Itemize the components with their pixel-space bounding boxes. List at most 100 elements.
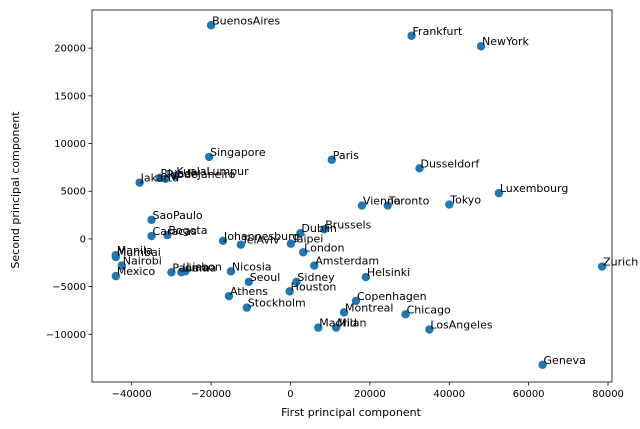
x-tick-label: 60000	[513, 389, 545, 400]
data-point-label: Helsinki	[367, 266, 410, 279]
data-point	[296, 229, 305, 238]
data-point	[161, 174, 170, 184]
data-point	[135, 178, 144, 187]
data-point-label: Amsterdam	[315, 255, 379, 268]
data-point-label: Lima	[182, 261, 209, 274]
y-tick-label: 15000	[54, 91, 86, 102]
data-point-label: London	[304, 241, 344, 254]
data-point-label: Jakarta	[140, 172, 179, 185]
data-point-label: Copenhagen	[357, 290, 427, 303]
data-point	[357, 201, 367, 210]
data-point	[494, 188, 504, 198]
data-point	[597, 262, 607, 271]
data-point	[361, 272, 371, 282]
data-point	[226, 267, 236, 276]
data-point	[314, 323, 323, 332]
y-tick-label: 5000	[61, 187, 86, 198]
y-tick-label: 0	[80, 234, 86, 245]
data-point-label: Vienna	[363, 195, 401, 208]
data-point-label: Nairobi	[123, 255, 162, 268]
x-tick-label: 40000	[433, 389, 465, 400]
data-point-label: Johannesburg	[223, 230, 299, 243]
data-point-label: Manila	[117, 244, 153, 257]
data-point-label: BuenosAires	[212, 14, 280, 27]
data-point-label: Stockholm	[248, 297, 306, 310]
y-tick-label: 10000	[54, 139, 86, 150]
data-point-label: LosAngeles	[430, 319, 492, 332]
data-point-label: Paris	[333, 149, 359, 162]
y-tick-label: −10000	[46, 330, 86, 341]
data-point	[320, 225, 329, 234]
data-point	[242, 303, 252, 312]
data-point	[111, 252, 121, 262]
data-point-label: Nicosia	[232, 260, 272, 273]
data-point-label: Toronto	[388, 195, 430, 208]
data-point-label: Mexico	[117, 265, 156, 278]
data-point-label: Lisbon	[186, 260, 222, 273]
data-point	[204, 152, 214, 162]
data-point	[117, 261, 126, 270]
data-point	[476, 42, 486, 51]
y-axis-ticks: −10000 −5000 0 5000 10000 15000 20000	[46, 44, 92, 341]
data-point	[445, 200, 454, 209]
data-point-label: Taipei	[291, 233, 324, 246]
data-point-label: Sidney	[297, 271, 335, 284]
x-tick-label: −40000	[112, 389, 152, 400]
data-point	[401, 310, 410, 319]
data-point	[236, 240, 246, 249]
x-axis-label: First principal component	[281, 406, 421, 419]
data-point-label: Tokyo	[449, 194, 481, 207]
data-point-label: Dublin	[301, 222, 337, 235]
data-point-label: TelAviv	[241, 234, 280, 247]
data-point	[218, 236, 228, 246]
plot-area	[91, 9, 613, 383]
data-point	[111, 271, 121, 281]
data-point	[339, 308, 349, 317]
data-point	[538, 360, 547, 370]
data-point-labels: BuenosAires Frankfurt NewYork Singapore Pari…	[117, 14, 638, 367]
data-point-label: Dusseldorf	[420, 157, 480, 170]
data-point	[244, 277, 253, 287]
data-point-label: SaoPaulo	[153, 209, 203, 222]
data-point-label: Singapore	[210, 146, 266, 159]
data-point-label: Seoul	[250, 271, 281, 284]
data-points	[111, 21, 607, 370]
data-point	[147, 231, 156, 241]
x-tick-label: 20000	[354, 389, 386, 400]
data-point	[286, 239, 296, 248]
data-point-label: Athens	[230, 285, 268, 298]
x-axis-ticks: −40000 −20000 0 20000 40000 60000 80000	[112, 382, 624, 400]
data-point-label: Riyadh	[160, 167, 198, 180]
y-tick-label: −5000	[52, 282, 86, 293]
data-point	[425, 325, 434, 334]
data-point-label: Frankfurt	[413, 25, 463, 38]
x-tick-label: 0	[287, 389, 293, 400]
data-point-label: Houston	[291, 280, 337, 293]
data-point-label: Panama	[172, 261, 216, 274]
data-point	[383, 201, 392, 210]
data-point-label: Mumbai	[117, 246, 161, 259]
data-point	[331, 323, 341, 332]
data-point	[407, 31, 416, 40]
y-tick-label: 20000	[54, 44, 86, 55]
data-point-label: Luxembourg	[500, 182, 569, 195]
data-point	[163, 230, 172, 240]
data-point	[415, 164, 424, 173]
data-point	[351, 296, 361, 306]
x-tick-label: −20000	[191, 389, 231, 400]
data-point	[181, 267, 190, 276]
data-point-label: NewYork	[482, 35, 530, 48]
data-point	[327, 155, 336, 164]
data-point-label: Brussels	[325, 218, 371, 231]
data-point	[285, 287, 294, 296]
data-point-label: Chicago	[407, 303, 451, 316]
y-axis-label: Second principal component	[9, 111, 22, 269]
data-point-label: Montreal	[345, 301, 393, 314]
data-point	[298, 248, 308, 257]
data-point-label: Caracas	[153, 225, 197, 238]
plot-frame	[91, 9, 613, 383]
data-point-label: Geneva	[544, 354, 586, 367]
data-point	[147, 215, 156, 225]
data-point-label: RiodeJaneiro	[166, 168, 235, 181]
